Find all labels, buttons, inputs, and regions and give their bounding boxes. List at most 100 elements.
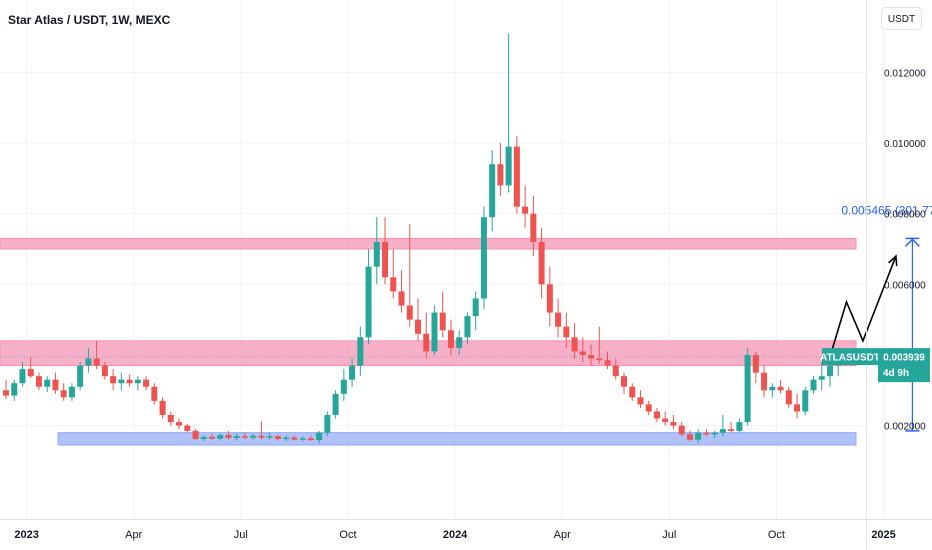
candle[interactable] [678, 422, 685, 437]
candle[interactable] [489, 150, 496, 232]
candle[interactable] [621, 372, 627, 394]
candle[interactable] [439, 291, 446, 338]
currency-button-frame[interactable] [881, 7, 922, 30]
candle[interactable] [209, 434, 215, 440]
candle[interactable] [555, 298, 562, 338]
candle[interactable] [406, 224, 413, 327]
candle[interactable] [447, 319, 454, 355]
candle[interactable] [464, 312, 471, 345]
candle[interactable] [382, 217, 389, 285]
candle[interactable] [332, 390, 339, 419]
candle[interactable] [472, 291, 479, 331]
candle[interactable] [563, 312, 570, 348]
candle[interactable] [118, 372, 125, 391]
candle[interactable] [390, 249, 397, 299]
candle[interactable] [761, 365, 768, 398]
candle[interactable] [456, 330, 463, 355]
candle[interactable] [695, 429, 702, 444]
candle[interactable] [44, 376, 51, 393]
candle[interactable] [126, 374, 133, 387]
candle[interactable] [794, 393, 801, 419]
candle[interactable] [258, 421, 265, 440]
candle[interactable] [250, 434, 257, 440]
candle[interactable] [662, 411, 669, 426]
candle[interactable] [324, 411, 331, 437]
candle[interactable] [637, 390, 644, 408]
candle[interactable] [110, 369, 117, 391]
candle[interactable] [19, 362, 26, 387]
candle[interactable] [802, 386, 809, 416]
candle[interactable] [513, 135, 520, 214]
candle[interactable] [522, 185, 529, 228]
candle[interactable] [546, 266, 553, 327]
candle[interactable] [571, 323, 578, 359]
candle[interactable] [480, 206, 487, 310]
candle[interactable] [365, 249, 372, 345]
candle[interactable] [629, 383, 636, 401]
candle[interactable] [398, 270, 405, 313]
candle[interactable] [176, 418, 183, 430]
candle[interactable] [11, 379, 18, 401]
candle[interactable] [505, 33, 512, 193]
candle[interactable] [101, 362, 108, 380]
drawings[interactable]: 0.005465 (301.77%) 5,465 [829, 203, 932, 432]
candle[interactable] [60, 383, 67, 401]
candle[interactable] [423, 312, 430, 359]
candle[interactable] [711, 430, 718, 438]
candle[interactable] [52, 372, 59, 394]
currency-button[interactable]: USDT [881, 7, 922, 30]
candle[interactable] [291, 435, 298, 441]
candle[interactable] [200, 435, 207, 442]
candle[interactable] [316, 430, 323, 444]
price-zone-0[interactable] [0, 237, 857, 250]
x-axis[interactable]: 2023AprJulOct2024AprJulOct2025AprJu [14, 529, 932, 541]
candle[interactable] [530, 196, 537, 257]
candle[interactable] [431, 305, 438, 355]
candle[interactable] [77, 362, 84, 391]
candle[interactable] [769, 383, 776, 398]
price-range-measure[interactable]: 0.005465 (301.77%) 5,465 [841, 203, 932, 432]
candle[interactable] [670, 415, 677, 430]
candle[interactable] [728, 422, 735, 433]
candle[interactable] [151, 383, 158, 405]
candle[interactable] [736, 418, 743, 433]
price-zone-2[interactable] [57, 432, 857, 446]
candle[interactable] [653, 407, 660, 423]
candle[interactable] [159, 397, 166, 419]
candle[interactable] [192, 429, 199, 440]
candle[interactable] [596, 326, 603, 364]
candle[interactable] [134, 376, 141, 391]
candle[interactable] [85, 347, 92, 373]
candle[interactable] [719, 415, 726, 437]
projection-path[interactable] [829, 255, 897, 357]
candle[interactable] [217, 433, 224, 441]
candle[interactable] [752, 351, 759, 384]
candle[interactable] [818, 362, 825, 391]
candle[interactable] [233, 433, 240, 441]
candle[interactable] [274, 434, 281, 441]
candle[interactable] [612, 358, 619, 380]
candle[interactable] [703, 429, 710, 437]
candle[interactable] [538, 227, 545, 299]
candle[interactable] [184, 423, 191, 433]
candle[interactable] [93, 340, 100, 370]
candle[interactable] [604, 351, 611, 370]
candle[interactable] [167, 411, 174, 426]
candle[interactable] [415, 298, 421, 341]
candle[interactable] [266, 432, 273, 440]
candle[interactable] [686, 430, 693, 442]
candle[interactable] [27, 356, 34, 378]
candle[interactable] [299, 436, 306, 442]
candle[interactable] [3, 379, 9, 400]
candle[interactable] [307, 435, 314, 442]
candle[interactable] [645, 400, 652, 416]
candle[interactable] [373, 217, 380, 285]
candle[interactable] [35, 372, 42, 391]
candle[interactable] [777, 379, 784, 394]
candle[interactable] [349, 358, 356, 387]
candle[interactable] [579, 337, 586, 363]
candle[interactable] [357, 326, 364, 377]
candle[interactable] [68, 383, 75, 401]
candle[interactable] [143, 376, 150, 391]
